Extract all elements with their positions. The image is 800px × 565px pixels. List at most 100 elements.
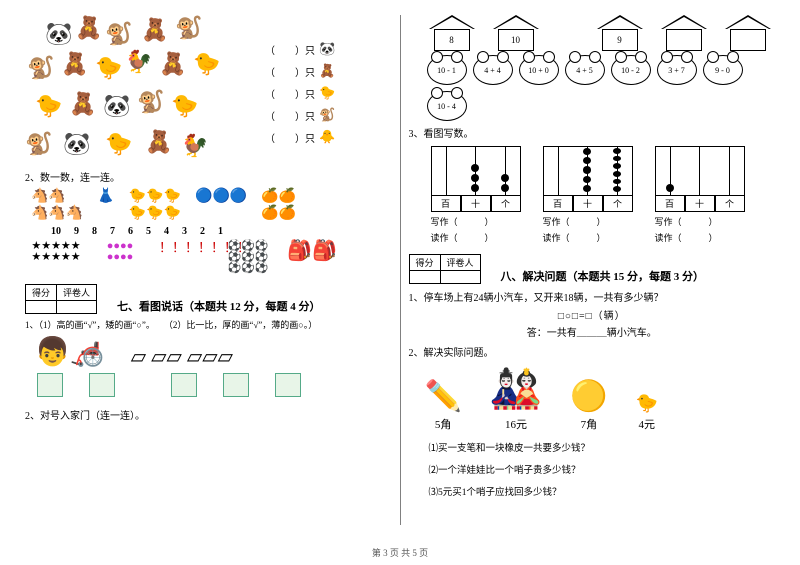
bear-expr: 4 + 5 [565,55,605,85]
score-label: 得分 [409,255,440,271]
place-label: 个 [715,196,745,212]
blank-text: （ ）只 [265,42,315,57]
count-line-panda: （ ）只 🐼 [265,41,335,57]
price: 5角 [435,416,452,432]
house: 10 [493,15,539,51]
animal-counting-picture: 🐼 🧸 🐒 🧸 🐒 🐒 🧸 🐤 🐓 🧸 🐤 🐤 🧸 🐼 🐒 🐤 🐒 🐼 🐤 🧸 … [25,15,255,165]
read-as: 读作（ ） [655,231,745,244]
answer-box[interactable] [37,373,63,397]
page-footer: 第 3 页 共 5 页 [0,546,800,559]
item-balls2: ⚽⚽⚽⚽⚽⚽⚽⚽⚽ [223,241,273,274]
abacus-1: 百十个 写作（ ） 读作（ ） [431,146,521,244]
question-7-2: 2、对号入家门（连一连）。 [25,407,392,422]
place-label: 个 [491,196,521,212]
whistle-icon: 🐤 [636,393,658,414]
write-as: 写作（ ） [431,215,521,228]
blank-text: （ ）只 [265,130,315,145]
blank-text: （ ）只 [265,86,315,101]
shop-doll: 🎎 16元 [490,365,542,432]
abacus-3: 百十个 写作（ ） 读作（ ） [655,146,745,244]
equation-blank: □○□=□（辆） [409,307,776,322]
q7-images: 👦🦽 ▱ ▱▱ ▱▱▱ [35,335,392,369]
abacus-row: 百十个 写作（ ） 读作（ ） 百十个 写作（ ） 读作（ ） 百十个 写作（ … [431,146,776,244]
shop-row: ✏️ 5角 🎎 16元 🟡7角 🐤 4元 [425,365,776,432]
num: 1 [218,226,223,237]
place-label: 个 [603,196,633,212]
bear-expr: 4 + 4 [473,55,513,85]
answer-box[interactable] [223,373,249,397]
price: 16元 [505,416,527,432]
place-label: 百 [431,196,461,212]
sub-question-3: ⑶5元买1个哨子应找回多少钱？ [429,484,776,498]
score-box-7: 得分评卷人 七、看图说话（本题共 12 分，每题 4 分） [25,284,392,314]
tall-short-image: 👦🦽 [35,335,105,369]
shop-whistle: 🐤 4元 [636,393,658,432]
bear-expressions: 10 - 1 4 + 4 10 + 0 4 + 5 10 - 2 3 + 7 9… [427,55,767,121]
question-8-1: 1、停车场上有24辆小汽车，又开来18辆，一共有多少辆？ [409,289,776,304]
blank-text: （ ）只 [265,64,315,79]
place-label: 百 [655,196,685,212]
item-ducks: 🐤🐤🐤🐤🐤🐤 [129,188,181,222]
num: 2 [200,226,205,237]
sub-question-2: ⑵一个洋娃娃比一个哨子贵多少钱？ [429,462,776,476]
count-line-duck: （ ）只 🐥 [265,129,335,145]
question-3-label: 3、看图写数。 [409,125,776,140]
item-stars: ★★★★★★★★★★ [31,241,81,274]
count-blank-lines: （ ）只 🐼 （ ）只 🧸 （ ）只 🐤 （ ）只🐒 （ ）只 🐥 [265,35,335,151]
question-7-1: 1、（1）高的画“√”，矮的画“○”。 （2）比一比，厚的画“√”，薄的画○。） [25,318,392,331]
price: 7角 [581,416,598,432]
abacus-2: 百十个 写作（ ） 读作（ ） [543,146,633,244]
sub-question-1: ⑴买一支笔和一块橡皮一共要多少钱？ [429,440,776,454]
place-label: 百 [543,196,573,212]
num: 5 [146,226,151,237]
num: 7 [110,226,115,237]
column-divider [400,15,401,525]
score-box-8: 得分评卷人 八、解决问题（本题共 15 分，每题 3 分） [409,254,776,284]
match-row-top: 🐴🐴🐴🐴🐴 👗 🐤🐤🐤🐤🐤🐤 🔵🔵🔵 🍊🍊🍊🍊 [31,188,392,222]
chick-icon: 🐤 [319,85,335,101]
count-line-monkey: （ ）只🐒 [265,107,335,123]
write-as: 写作（ ） [543,215,633,228]
item-bags: 🎒🎒 [287,241,337,274]
house-blank [661,15,707,51]
doll-icon: 🎎 [490,365,542,414]
shop-eraser: 🟡7角 [570,379,607,432]
score-label: 得分 [26,285,57,301]
house-row: 8 10 9 [429,15,776,51]
num: 9 [74,226,79,237]
number-line: 10 9 8 7 6 5 4 3 2 1 [51,226,392,237]
panda-icon: 🐼 [319,41,335,57]
place-label: 十 [685,196,715,212]
num: 3 [182,226,187,237]
pencil-icon: ✏️ [425,379,462,414]
grader-label: 评卷人 [440,255,480,271]
num: 10 [51,226,61,237]
read-as: 读作（ ） [543,231,633,244]
answer-box[interactable] [275,373,301,397]
place-label: 十 [461,196,491,212]
item-excl: ！！！！！！！ [159,241,209,274]
bear-icon: 🧸 [319,63,335,79]
shop-pencil: ✏️ 5角 [425,379,462,432]
answer-box[interactable] [89,373,115,397]
duck-icon: 🐥 [319,129,335,145]
thick-thin-image: ▱ ▱▱ ▱▱▱ [131,344,233,369]
bear-expr: 3 + 7 [657,55,697,85]
question-2-label: 2、数一数，连一连。 [25,169,392,184]
bear-expr: 10 + 0 [519,55,559,85]
blank-text: （ ）只 [265,108,315,123]
score-table: 得分评卷人 [409,254,481,284]
bear-expr: 10 - 2 [611,55,651,85]
answer-box[interactable] [171,373,197,397]
price: 4元 [638,416,655,432]
house: 9 [597,15,643,51]
item-dots: ●●●●●●●● [95,241,145,274]
worksheet-page: 🐼 🧸 🐒 🧸 🐒 🐒 🧸 🐤 🐓 🧸 🐤 🐤 🧸 🐼 🐒 🐤 🐒 🐼 🐤 🧸 … [0,0,800,530]
right-column: 8 10 9 10 - 1 4 + 4 10 + 0 4 + 5 10 - 2 … [409,15,776,530]
count-line-chick: （ ）只 🐤 [265,85,335,101]
item-balls: 🔵🔵🔵 [195,188,247,222]
answer-boxes [37,373,392,397]
count-line-bear: （ ）只 🧸 [265,63,335,79]
match-row-bottom: ★★★★★★★★★★ ●●●●●●●● ！！！！！！！ ⚽⚽⚽⚽⚽⚽⚽⚽⚽ 🎒🎒 [31,241,392,274]
house-num: 9 [602,29,638,51]
